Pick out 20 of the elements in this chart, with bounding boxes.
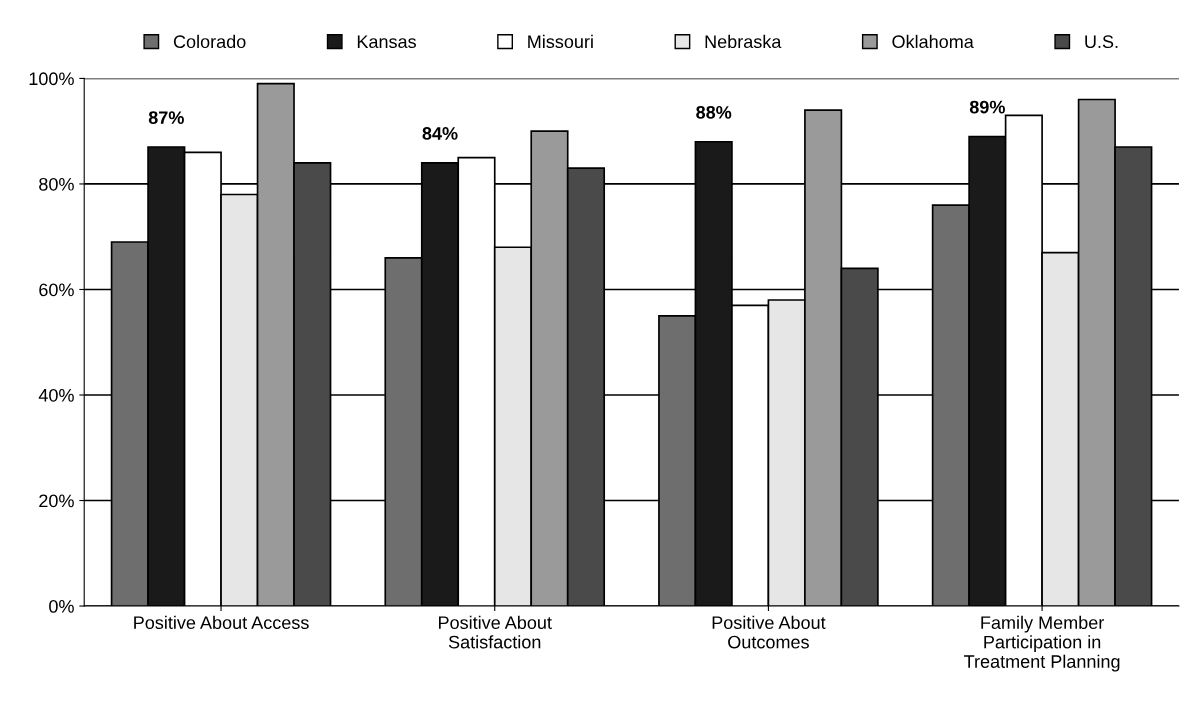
y-tick-label: 40% <box>38 388 74 402</box>
data-label: 88% <box>696 105 732 119</box>
legend-label: Nebraska <box>705 34 782 49</box>
y-tick-label: 100% <box>29 72 74 86</box>
legend-label: Colorado <box>173 34 246 49</box>
data-label: 89% <box>969 100 1005 114</box>
y-tick-label: 80% <box>39 177 74 191</box>
legend-label: Kansas <box>357 35 416 49</box>
y-tick-label: 60% <box>39 283 74 297</box>
legend-label: Missouri <box>528 34 593 49</box>
x-tick-label: Family Member Participation in Treatment Planning <box>964 615 1120 672</box>
x-tick-label: Positive About Outcomes <box>712 615 826 649</box>
legend-label: U.S. <box>1085 35 1118 49</box>
y-tick-label: 20% <box>39 494 74 508</box>
data-label: 84% <box>422 127 458 140</box>
data-label: 87% <box>148 111 184 125</box>
legend-label: Oklahoma <box>892 34 974 49</box>
x-tick-label: Positive About Satisfaction <box>439 615 552 649</box>
y-tick-label: 0% <box>49 599 74 613</box>
x-tick-label: Positive About Access <box>134 615 309 630</box>
